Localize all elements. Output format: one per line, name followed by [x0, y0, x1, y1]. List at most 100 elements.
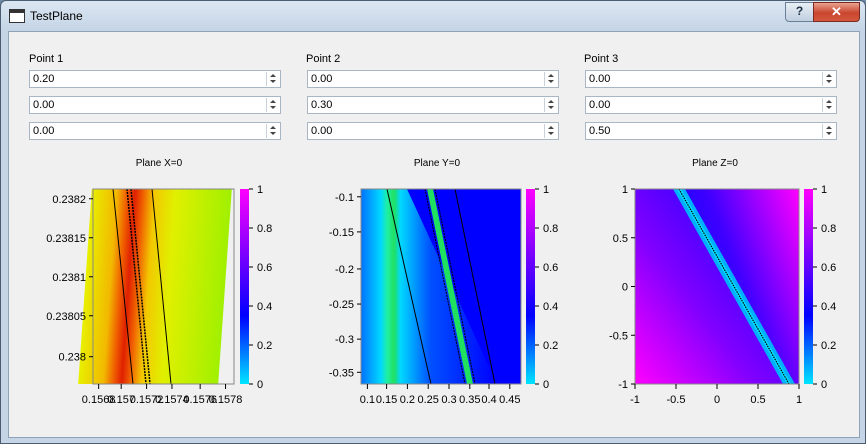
plot-y-chart: -0.1-0.15-0.2-0.25-0.3-0.35 0.1 0.15 0.2 0.… [329, 184, 558, 406]
plot-z-chart: 1 0.5 0 -0.5 -1 -1 -0.5 0 0.5 1 0 0.2 0.4 0.6 0.8 1 [609, 184, 836, 406]
spin-down-icon[interactable] [267, 131, 279, 138]
colorbar-tick-label: 0.2 [543, 340, 558, 352]
y-tick-label: -0.5 [609, 330, 628, 342]
spin-up-icon[interactable] [267, 124, 279, 131]
spin-up-icon[interactable] [267, 72, 279, 79]
spin-up-icon[interactable] [823, 72, 835, 79]
plot-x-heatmap [78, 188, 232, 385]
spin-up-icon[interactable] [267, 98, 279, 105]
colorbar-tick-label: 0.8 [543, 223, 558, 235]
client-area: Point 1 0.20 0.00 0.00 Point 2 0.00 0.30… [8, 31, 860, 438]
x-tick-label: 0.1572 [130, 394, 164, 406]
title-bar[interactable]: TestPlane ? ✕ [1, 1, 865, 31]
y-tick-label: -0.1 [335, 192, 354, 204]
y-tick-label: 0.23805 [46, 311, 86, 323]
x-tick-label: 0.1568 [82, 394, 116, 406]
spin-down-icon[interactable] [267, 79, 279, 86]
spin-down-icon[interactable] [545, 105, 557, 112]
colorbar-tick-label: 0.8 [821, 223, 836, 235]
point1-z-spinbox[interactable]: 0.00 [29, 122, 281, 140]
point3-z-spinbox[interactable]: 0.50 [585, 122, 837, 140]
plot-z-colorbar [804, 189, 813, 384]
x-tick-label: 0.15 [376, 394, 397, 406]
point3-x-spinbox[interactable]: 0.00 [585, 70, 837, 88]
point2-y-spinbox[interactable]: 0.30 [307, 96, 559, 114]
x-tick-label: 0.3 [441, 394, 456, 406]
x-tick-label: 0.2 [400, 394, 415, 406]
y-tick-label: 1 [622, 184, 628, 196]
spin-down-icon[interactable] [823, 131, 835, 138]
y-tick-label: 0.2382 [52, 194, 86, 206]
colorbar-tick-label: 0.4 [257, 301, 272, 313]
plot-z-heatmap [635, 189, 799, 384]
y-tick-label: 0.23815 [46, 233, 86, 245]
colorbar-tick-label: 0.4 [543, 301, 558, 313]
spin-up-icon[interactable] [545, 72, 557, 79]
colorbar-tick-label: 0.8 [257, 223, 272, 235]
colorbar-tick-label: 0.2 [821, 340, 836, 352]
colorbar-tick-label: 0.6 [543, 262, 558, 274]
x-tick-label: 0.45 [499, 394, 520, 406]
colorbar-tick-label: 0 [257, 379, 263, 391]
plot-x-title: Plane X=0 [135, 158, 183, 169]
spin-down-icon[interactable] [267, 105, 279, 112]
y-tick-label: -0.3 [335, 334, 354, 346]
colorbar-tick-label: 0.4 [821, 301, 836, 313]
plot-y-title: Plane Y=0 [413, 158, 461, 169]
x-tick-label: 0.1574 [155, 394, 189, 406]
x-tick-label: -1 [630, 394, 640, 406]
spin-up-icon[interactable] [545, 98, 557, 105]
y-tick-label: -0.2 [335, 264, 354, 276]
x-tick-label: 0.157 [107, 394, 135, 406]
colorbar-tick-label: 1 [543, 184, 549, 196]
point3-y-spinbox[interactable]: 0.00 [585, 96, 837, 114]
x-tick-label: 0.4 [481, 394, 496, 406]
x-tick-label: 0.1578 [209, 394, 243, 406]
point1-x-spinbox[interactable]: 0.20 [29, 70, 281, 88]
point2-x-spinbox[interactable]: 0.00 [307, 70, 559, 88]
y-tick-label: 0 [622, 282, 628, 294]
point1-label: Point 1 [29, 53, 64, 65]
x-tick-label: 0 [714, 394, 720, 406]
point3-label: Point 3 [584, 53, 619, 65]
y-tick-label: -0.25 [329, 299, 354, 311]
plot-z-title: Plane Z=0 [692, 158, 738, 169]
plot-y-heatmap [361, 189, 521, 384]
x-tick-label: 0.1 [360, 394, 375, 406]
point1-y-spinbox[interactable]: 0.00 [29, 96, 281, 114]
point2-z-spinbox[interactable]: 0.00 [307, 122, 559, 140]
y-tick-label: 0.2381 [52, 272, 86, 284]
y-tick-label: 0.238 [58, 352, 86, 364]
help-button[interactable]: ? [785, 2, 814, 22]
spin-up-icon[interactable] [545, 124, 557, 131]
y-tick-label: -0.35 [329, 367, 354, 379]
colorbar-tick-label: 0 [821, 379, 827, 391]
y-tick-label: -0.15 [329, 227, 354, 239]
y-tick-label: 0.5 [613, 233, 628, 245]
plot-y-frame [360, 188, 522, 385]
spin-down-icon[interactable] [823, 79, 835, 86]
colorbar-tick-label: 1 [257, 184, 263, 196]
x-tick-label: -0.5 [667, 394, 686, 406]
plot-y-colorbar [526, 189, 535, 384]
window-title: TestPlane [30, 9, 83, 23]
close-button[interactable]: ✕ [813, 2, 860, 22]
colorbar-tick-label: 0.6 [257, 262, 272, 274]
colorbar-tick-label: 0.6 [821, 262, 836, 274]
plot-x-colorbar [240, 189, 249, 384]
spin-up-icon[interactable] [823, 98, 835, 105]
x-tick-label: 0.35 [459, 394, 480, 406]
colorbar-tick-label: 1 [821, 184, 827, 196]
x-tick-label: 0.5 [750, 394, 765, 406]
spin-up-icon[interactable] [823, 124, 835, 131]
spin-down-icon[interactable] [545, 79, 557, 86]
colorbar-tick-label: 0.2 [257, 340, 272, 352]
plot-x-frame [92, 188, 235, 385]
colorbar-tick-label: 0 [543, 379, 549, 391]
spin-down-icon[interactable] [545, 131, 557, 138]
spin-down-icon[interactable] [823, 105, 835, 112]
y-tick-label: -1 [618, 379, 628, 391]
x-tick-label: 1 [796, 394, 802, 406]
